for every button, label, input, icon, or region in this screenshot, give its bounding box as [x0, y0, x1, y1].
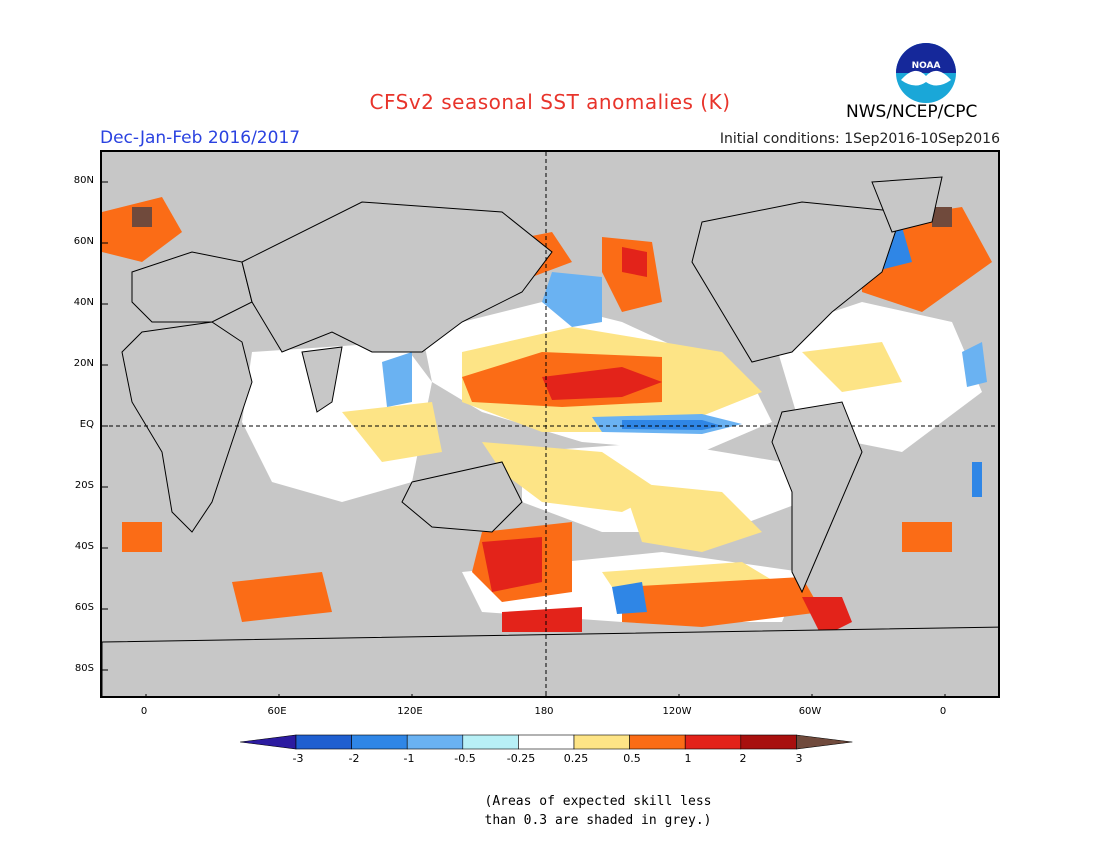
lon-label-120w: 120W	[662, 706, 692, 717]
map-title: CFSv2 seasonal SST anomalies (K)	[369, 90, 731, 114]
colorbar-swatch	[239, 734, 297, 750]
colorbar-swatch	[462, 734, 519, 750]
logo-text: NOAA	[912, 61, 941, 71]
lat-label-20n: 20N	[73, 358, 94, 369]
colorbar-label: 0.25	[563, 752, 589, 765]
lat-label-40s: 40S	[74, 541, 94, 552]
noaa-logo: NOAA	[895, 42, 957, 104]
colorbar-swatch	[518, 734, 575, 750]
colorbar	[239, 733, 862, 755]
lon-label-60w: 60W	[798, 706, 822, 717]
lat-label-60s: 60S	[74, 602, 94, 613]
colorbar-swatch	[684, 734, 742, 750]
agency-label: NWS/NCEP/CPC	[846, 102, 978, 122]
lon-label-60e: 60E	[267, 706, 287, 717]
colorbar-label: 1	[684, 752, 692, 765]
lat-label-60n: 60N	[73, 236, 94, 247]
colorbar-swatch	[629, 734, 686, 750]
skill-note-line2: than 0.3 are shaded in grey.)	[484, 813, 712, 828]
lat-label-20s: 20S	[74, 480, 94, 491]
lon-label-180: 180	[534, 706, 554, 717]
lat-label-80n: 80N	[73, 175, 94, 186]
colorbar-swatch	[351, 734, 408, 750]
land-masses	[102, 176, 998, 696]
lat-label-80s: 80S	[74, 663, 94, 674]
colorbar-swatch	[406, 734, 464, 750]
lon-label-120e: 120E	[397, 706, 423, 717]
colorbar-swatch	[295, 734, 352, 750]
colorbar-label: 0.5	[623, 752, 641, 765]
skill-note-line1: (Areas of expected skill less	[484, 794, 712, 809]
sst-anomaly-map	[100, 150, 1000, 698]
lat-label-40n: 40N	[73, 297, 94, 308]
colorbar-label: -0.5	[454, 752, 476, 765]
season-label: Dec-Jan-Feb 2016/2017	[100, 128, 301, 148]
colorbar-label: 2	[739, 752, 747, 765]
lon-label-0: 0	[140, 706, 148, 717]
colorbar-label: 3	[795, 752, 803, 765]
lon-label-0-east: 0	[939, 706, 947, 717]
initial-conditions: Initial conditions: 1Sep2016-10Sep2016	[719, 131, 1000, 147]
skill-note: (Areas of expected skill less than 0.3 a…	[0, 792, 1100, 830]
colorbar-swatch	[796, 734, 853, 750]
colorbar-label: -2	[348, 752, 360, 765]
lat-label-eq: EQ	[79, 419, 94, 430]
colorbar-label: -3	[292, 752, 304, 765]
colorbar-label: -0.25	[506, 752, 536, 765]
colorbar-label: -1	[403, 752, 415, 765]
colorbar-swatch	[573, 734, 630, 750]
colorbar-swatch	[740, 734, 797, 750]
axis-ticks	[102, 181, 946, 696]
